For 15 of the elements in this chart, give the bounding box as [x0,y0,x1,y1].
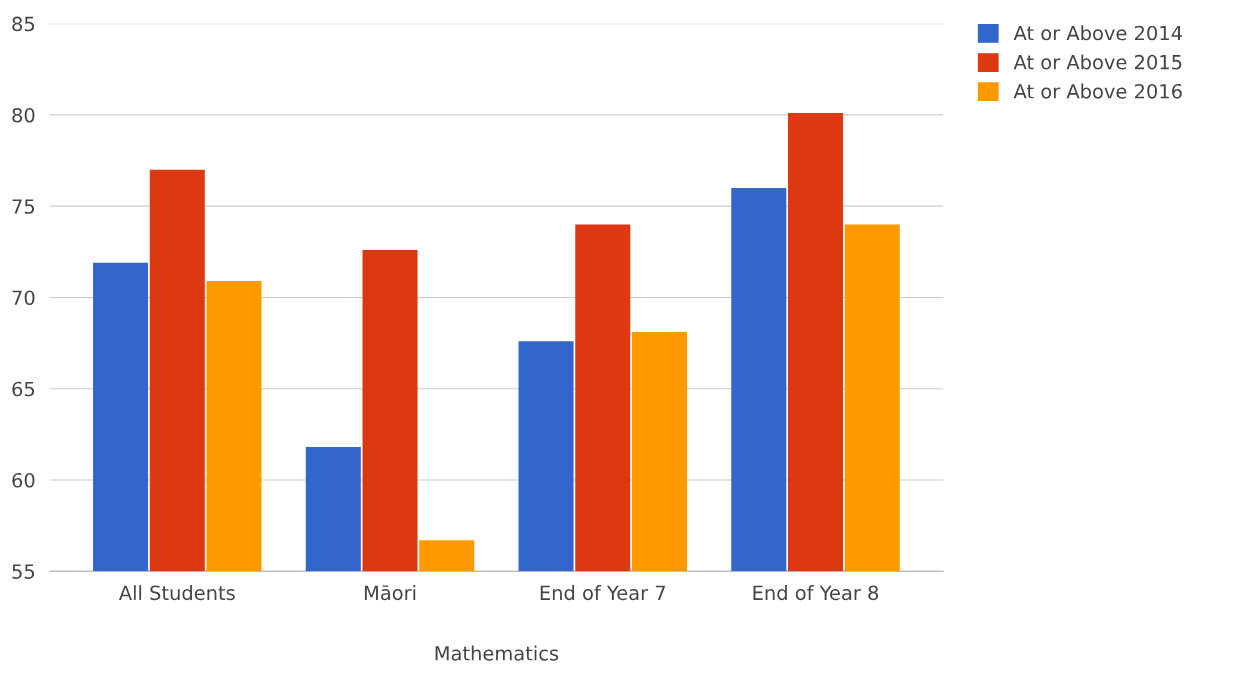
y-tick-label: 60 [12,472,35,488]
y-tick-label: 80 [12,107,35,123]
x-tick-label: All Students [118,585,235,601]
x-tick-label: End of Year 8 [753,585,879,601]
y-tick-label: 75 [12,199,35,214]
legend-label: At or Above 2014 [1013,25,1182,41]
x-tick-label: End of Year 7 [540,585,665,601]
legend-label: At or Above 2015 [1013,54,1182,70]
x-axis-title: Mathematics [435,645,559,661]
y-tick-label: 70 [12,290,35,306]
legend-label: At or Above 2016 [1013,83,1182,99]
y-tick-label: 65 [12,381,35,397]
x-tick-label: Māori [364,585,416,601]
y-tick-label: 55 [12,564,35,579]
y-tick-label: 85 [12,16,35,32]
